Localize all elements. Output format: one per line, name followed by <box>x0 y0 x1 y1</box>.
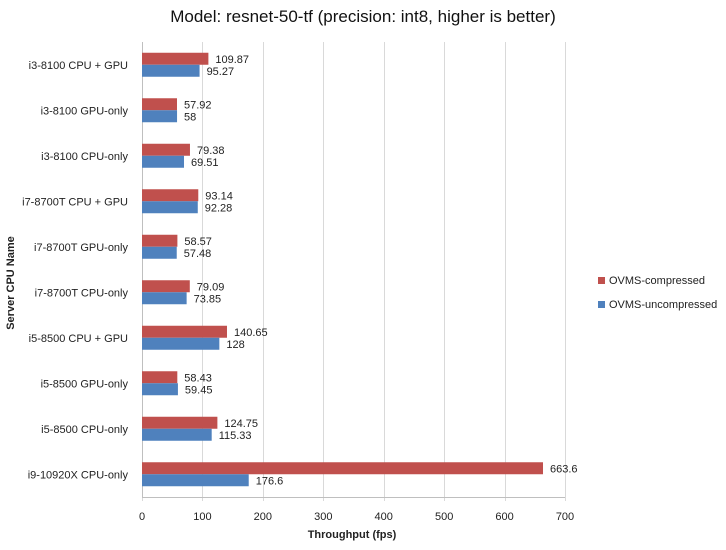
x-tick-label: 200 <box>254 511 272 523</box>
data-label: 115.33 <box>219 430 252 442</box>
y-axis-title: Server CPU Name <box>5 236 17 330</box>
data-label: 58.43 <box>184 372 212 384</box>
data-label: 57.92 <box>184 99 212 111</box>
bar-compressed <box>142 371 178 384</box>
x-tick-label: 500 <box>435 511 453 523</box>
bar-uncompressed <box>142 246 177 259</box>
data-label: 79.09 <box>197 281 225 293</box>
data-label: 58.57 <box>184 236 212 248</box>
bar-uncompressed <box>142 201 198 214</box>
category-label: i7-8700T CPU + GPU <box>22 196 128 208</box>
data-label: 124.75 <box>224 418 258 430</box>
bar-uncompressed <box>142 110 178 123</box>
data-label: 73.85 <box>194 293 222 305</box>
category-label: i7-8700T GPU-only <box>34 242 128 254</box>
legend-swatch <box>598 277 605 284</box>
data-label: 79.38 <box>197 145 225 157</box>
legend-label: OVMS-uncompressed <box>609 299 717 311</box>
data-label: 109.87 <box>215 54 249 66</box>
x-tick-label: 700 <box>556 511 574 523</box>
data-label: 140.65 <box>234 327 268 339</box>
x-tick-label: 0 <box>139 511 145 523</box>
category-label: i5-8500 CPU-only <box>41 424 128 436</box>
category-label: i3-8100 CPU-only <box>41 151 128 163</box>
data-label: 92.28 <box>205 202 233 214</box>
data-label: 128 <box>226 339 244 351</box>
bar-compressed <box>142 189 199 202</box>
bar-compressed <box>142 234 178 247</box>
legend-label: OVMS-compressed <box>609 275 705 287</box>
bar-uncompressed <box>142 428 212 441</box>
chart-title: Model: resnet-50-tf (precision: int8, hi… <box>170 7 556 26</box>
bar-uncompressed <box>142 337 220 350</box>
x-tick-label: 100 <box>193 511 211 523</box>
bar-compressed <box>142 462 544 475</box>
data-label: 57.48 <box>184 248 212 260</box>
bar-compressed <box>142 416 218 429</box>
data-label: 93.14 <box>205 190 233 202</box>
bar-compressed <box>142 52 209 65</box>
category-label: i9-10920X CPU-only <box>28 469 129 481</box>
category-label: i5-8500 CPU + GPU <box>29 333 128 345</box>
bar-uncompressed <box>142 155 185 168</box>
data-label: 95.27 <box>207 66 235 78</box>
bar-uncompressed <box>142 64 200 77</box>
data-label: 69.51 <box>191 157 219 169</box>
bar-compressed <box>142 143 190 156</box>
bar-uncompressed <box>142 292 187 305</box>
bar-uncompressed <box>142 383 178 396</box>
bars <box>142 52 544 487</box>
x-tick-labels: 0 100 200 300 400 500 600 700 <box>139 511 574 523</box>
grid-lines <box>142 42 566 501</box>
data-label: 59.45 <box>185 384 213 396</box>
data-label: 176.6 <box>256 475 284 487</box>
bar-compressed <box>142 325 227 338</box>
legend-swatch <box>598 301 605 308</box>
bar-uncompressed <box>142 474 249 487</box>
data-label: 58 <box>184 111 196 123</box>
category-labels: i3-8100 CPU + GPU i3-8100 GPU-only i3-8100… <box>22 60 128 482</box>
x-tick-label: 600 <box>495 511 513 523</box>
x-tick-label: 300 <box>314 511 332 523</box>
x-axis-title: Throughput (fps) <box>308 529 397 541</box>
category-label: i3-8100 CPU + GPU <box>29 60 128 72</box>
bar-compressed <box>142 280 190 293</box>
data-label: 663.6 <box>550 463 578 475</box>
category-label: i3-8100 GPU-only <box>41 105 129 117</box>
x-tick-label: 400 <box>375 511 393 523</box>
legend: OVMS-compressed OVMS-uncompressed <box>598 275 717 311</box>
category-label: i7-8700T CPU-only <box>35 287 129 299</box>
bar-compressed <box>142 98 178 111</box>
category-label: i5-8500 GPU-only <box>41 378 129 390</box>
